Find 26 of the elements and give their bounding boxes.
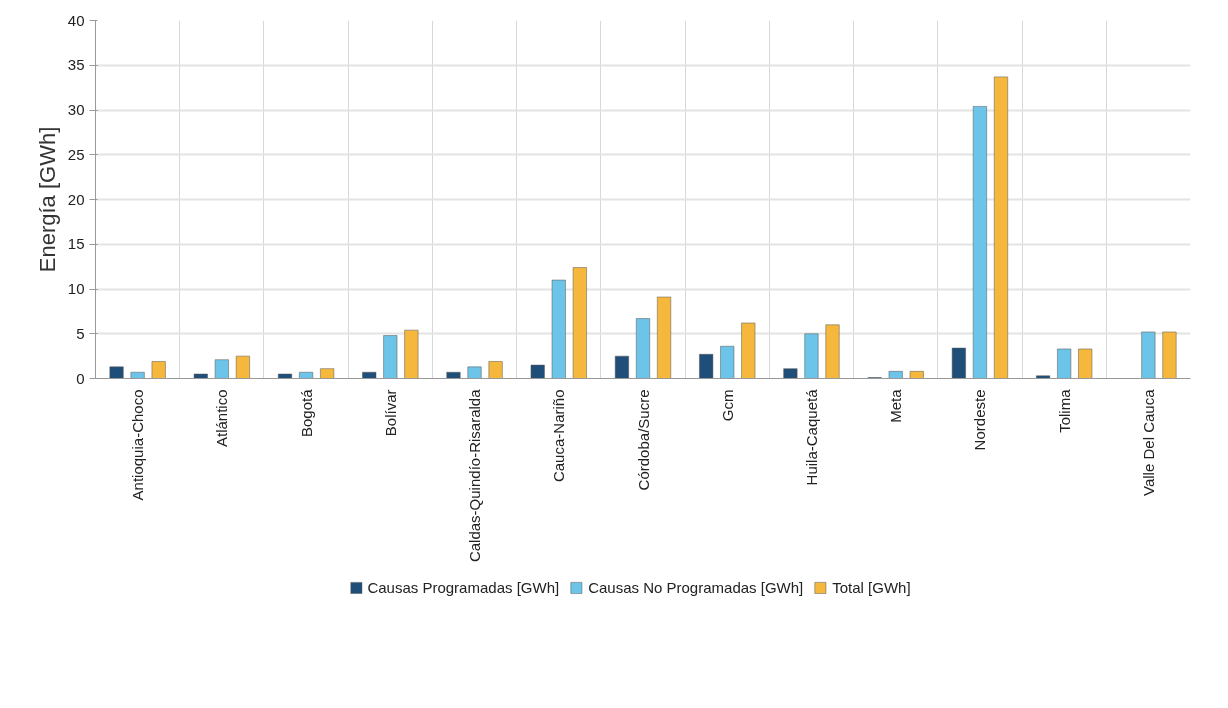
x-tick-label: Córdoba/Sucre — [634, 389, 652, 491]
y-tick-label: 40 — [67, 11, 85, 29]
x-tick-label: Valle Del Cauca — [1139, 388, 1157, 496]
legend-label: Causas No Programadas [GWh] — [588, 578, 804, 596]
y-axis-title: Energía [GWh] — [34, 126, 60, 273]
y-tick-label: 25 — [67, 145, 85, 163]
x-tick-label: Bolívar — [381, 389, 399, 437]
x-tick-label: Meta — [887, 388, 905, 423]
y-tick-label: 35 — [67, 56, 85, 74]
x-tick-label: Antioquia-Choco — [129, 389, 147, 501]
x-tick-label: Gcm — [718, 389, 736, 422]
y-tick-label: 20 — [67, 190, 85, 208]
x-tick-label: Caldas-Quindío-Risaralda — [466, 388, 484, 563]
y-tick-label: 15 — [67, 235, 85, 253]
y-tick-label: 0 — [76, 369, 85, 387]
legend-label: Causas Programadas [GWh] — [367, 578, 560, 596]
x-tick-label: Bogotá — [297, 388, 315, 438]
y-tick-label: 5 — [76, 324, 85, 342]
x-tick-label: Cauca-Nariño — [550, 389, 568, 483]
y-tick-label: 30 — [67, 101, 85, 118]
legend-label: Total [GWh] — [832, 578, 911, 596]
x-tick-label: Huila-Caquetá — [802, 388, 820, 486]
y-tick-label: 10 — [67, 280, 85, 297]
x-tick-label: Nordeste — [971, 389, 989, 451]
x-tick-label: Tolima — [1055, 388, 1073, 433]
x-tick-label: Atlántico — [213, 389, 231, 448]
